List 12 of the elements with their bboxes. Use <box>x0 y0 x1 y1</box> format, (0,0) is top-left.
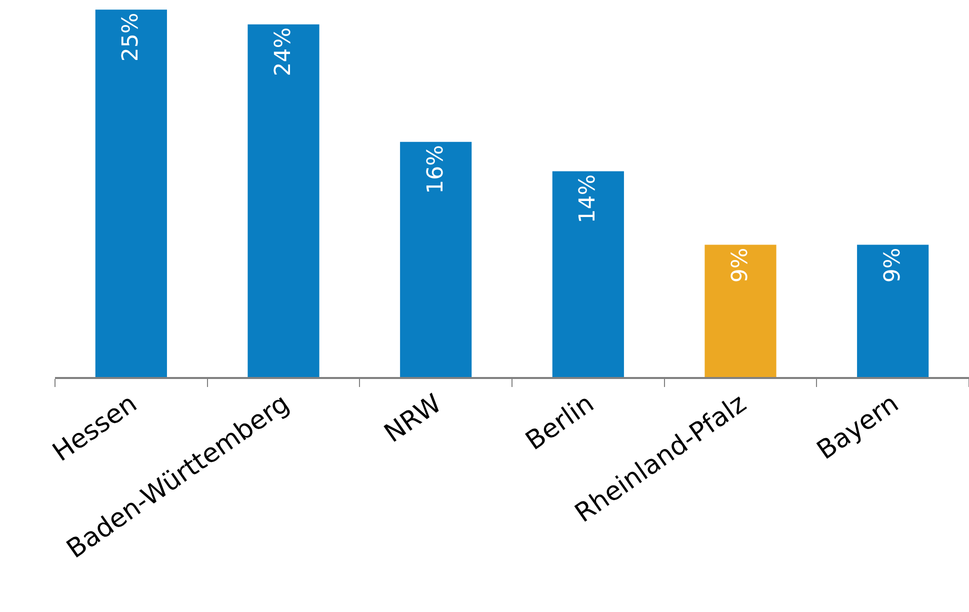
data-label: 9% <box>880 248 906 283</box>
data-label: 25% <box>118 12 144 62</box>
bar <box>552 171 624 377</box>
data-label: 9% <box>728 248 753 283</box>
bar <box>95 10 167 377</box>
bar <box>400 142 472 377</box>
data-label: 14% <box>576 174 601 224</box>
bar <box>248 24 320 377</box>
bar <box>704 244 776 377</box>
data-label: 24% <box>271 27 296 76</box>
data-label: 16% <box>423 144 448 194</box>
bar <box>857 244 929 377</box>
